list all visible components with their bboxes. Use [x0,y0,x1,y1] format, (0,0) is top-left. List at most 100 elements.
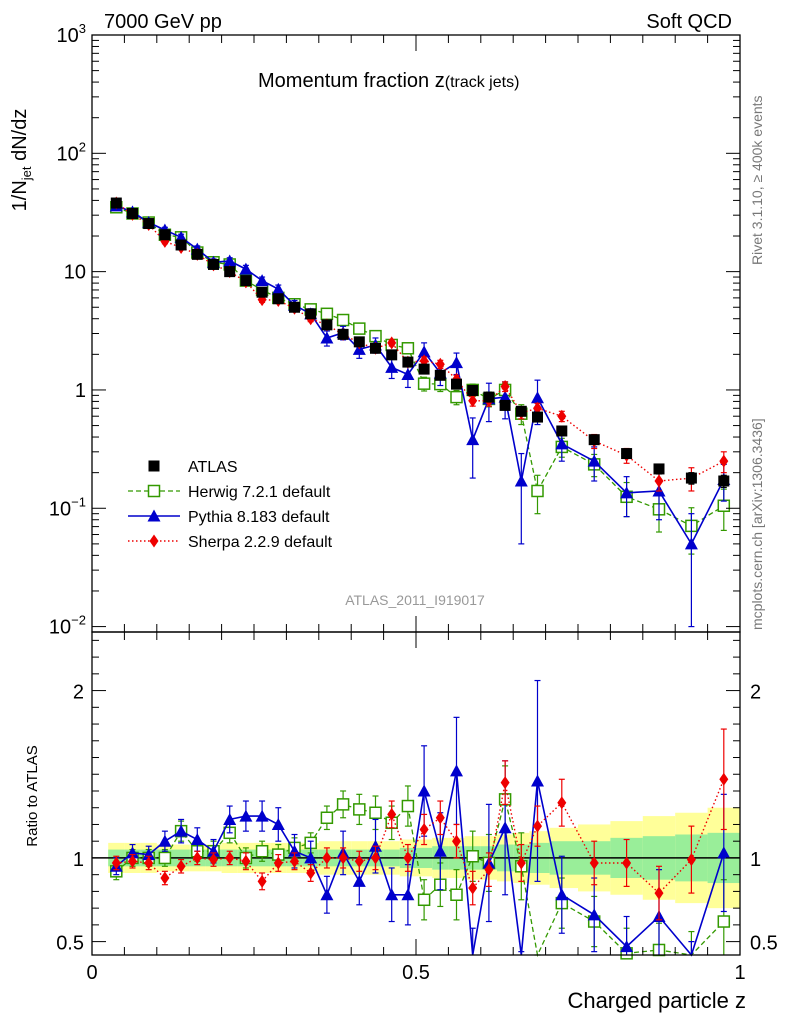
side-label-mcplots: mcplots.cern.ch [arXiv:1306.3436] [749,418,765,630]
ratio-sherpa-point [160,871,170,885]
main-plot [109,196,731,628]
ratio-y-tick-label-right: 2 [750,682,761,704]
ratio-sherpa-point [654,886,664,900]
main-herwig-point [353,322,366,335]
legend-label-atlas: ATLAS [188,459,238,476]
main-atlas-point [256,286,268,298]
main-pythia-point [587,454,601,467]
ratio-sherpa-point [484,863,494,877]
main-atlas-point [515,405,527,417]
ratio-herwig-point [336,798,350,811]
main-atlas-point [402,356,414,368]
main-title: Momentum fraction z(track jets) [258,70,519,92]
main-atlas-point [208,258,219,270]
main-atlas-point [483,391,495,403]
legend-label-herwig: Herwig 7.2.1 default [188,484,331,501]
main-pythia-point [320,331,334,344]
main-y-tick-base: 10 [57,25,79,47]
main-sherpa-point [500,379,510,393]
ratio-pythia-point [158,834,172,847]
ratio-pythia-point [126,846,139,859]
ratio-sherpa-point [500,776,510,790]
ratio-pythia-point [450,764,463,777]
main-y-tick-label: 102 [57,139,86,165]
ratio-sherpa-point [387,807,397,821]
main-atlas-point [653,463,665,475]
main-atlas-point [321,319,333,331]
main-pythia-point [271,282,285,295]
main-atlas-point [224,266,236,278]
ratio-herwig-point [320,811,334,825]
ratio-y-tick-label-left: 1 [73,849,84,871]
main-y-tick-exp: −2 [71,613,86,628]
ratio-series-pythia [109,679,731,957]
ratio-pythia-point [174,824,188,837]
side-label-rivet: Rivet 3.1.10, ≥ 400k events [749,95,765,265]
legend-label-pythia: Pythia 8.183 default [188,509,330,526]
main-herwig-point [401,342,415,355]
main-y-tick-label: 10−2 [49,613,86,639]
main-atlas-point [621,448,633,460]
main-pythia-point [450,356,463,369]
ratio-sherpa-point [719,772,729,786]
main-pythia-point [385,360,399,373]
ratio-sherpa-point [322,851,332,865]
main-series-pythia [109,199,731,628]
main-series-atlas [110,197,730,489]
main-herwig-line [116,206,725,527]
ratio-pythia-point [142,848,156,861]
main-sherpa-point [533,401,542,415]
ratio-pythia-point [190,833,204,846]
ratio-sherpa-point [306,866,316,880]
x-ticks: 0 0.5 1 [86,35,746,984]
main-herwig-point [417,377,431,390]
ratio-herwig-point [450,888,463,902]
main-title-sub: (track jets) [445,74,520,91]
main-atlas-point [272,293,284,305]
x-tick-label: 1 [734,962,745,984]
main-atlas-point [353,336,365,348]
main-atlas-point [532,411,543,423]
ratio-sherpa-point [354,854,364,868]
main-sherpa-point [719,454,729,468]
main-pythia-point [498,390,512,403]
ratio-series-sherpa [111,728,729,921]
legend: ATLAS Herwig 7.2.1 default Pythia 8.183 de… [128,459,333,551]
main-pythia-point [531,391,544,404]
main-atlas-point [127,207,138,219]
ratio-pythia-point [271,817,285,830]
ratio-pythia-point [320,888,334,901]
ratio-sherpa-point [516,856,526,870]
ratio-y-axis-label: Ratio to ATLAS [24,745,41,846]
main-y-tick-base: 10 [49,498,71,520]
ratio-y-tick-label-left: 0.5 [56,933,84,955]
ratio-y-tick-label-right: 0.5 [750,933,778,955]
ratio-herwig-point [255,844,269,858]
main-y-tick-label: 10 [64,262,86,284]
ratio-plot [92,679,740,960]
main-sherpa-point [435,357,445,371]
ratio-pythia-point [352,874,366,887]
ratio-sherpa-point [622,856,632,870]
ratio-pythia-point [717,846,731,859]
header-left-label: 7000 GeV pp [104,11,222,33]
main-sherpa-point [387,336,397,350]
main-y-tick-label: 103 [57,21,86,47]
ratio-pythia-point [288,844,301,857]
ratio-pythia-point [239,809,253,822]
ratio-herwig-point [353,803,366,816]
main-atlas-point [370,342,381,354]
main-title-text: Momentum fraction z [258,70,445,92]
main-pythia-point [684,537,698,550]
ratio-pythia-point [417,784,431,797]
ratio-sherpa-point [225,851,235,865]
ratio-herwig-point [158,851,172,865]
ratio-sherpa-point [557,796,567,810]
ratio-sherpa-point [452,834,461,848]
header-right-label: Soft QCD [646,11,732,33]
ratio-sherpa-point [435,811,445,825]
main-pythia-point [239,262,253,275]
main-atlas-point [191,248,203,260]
ratio-herwig-point [717,915,731,928]
